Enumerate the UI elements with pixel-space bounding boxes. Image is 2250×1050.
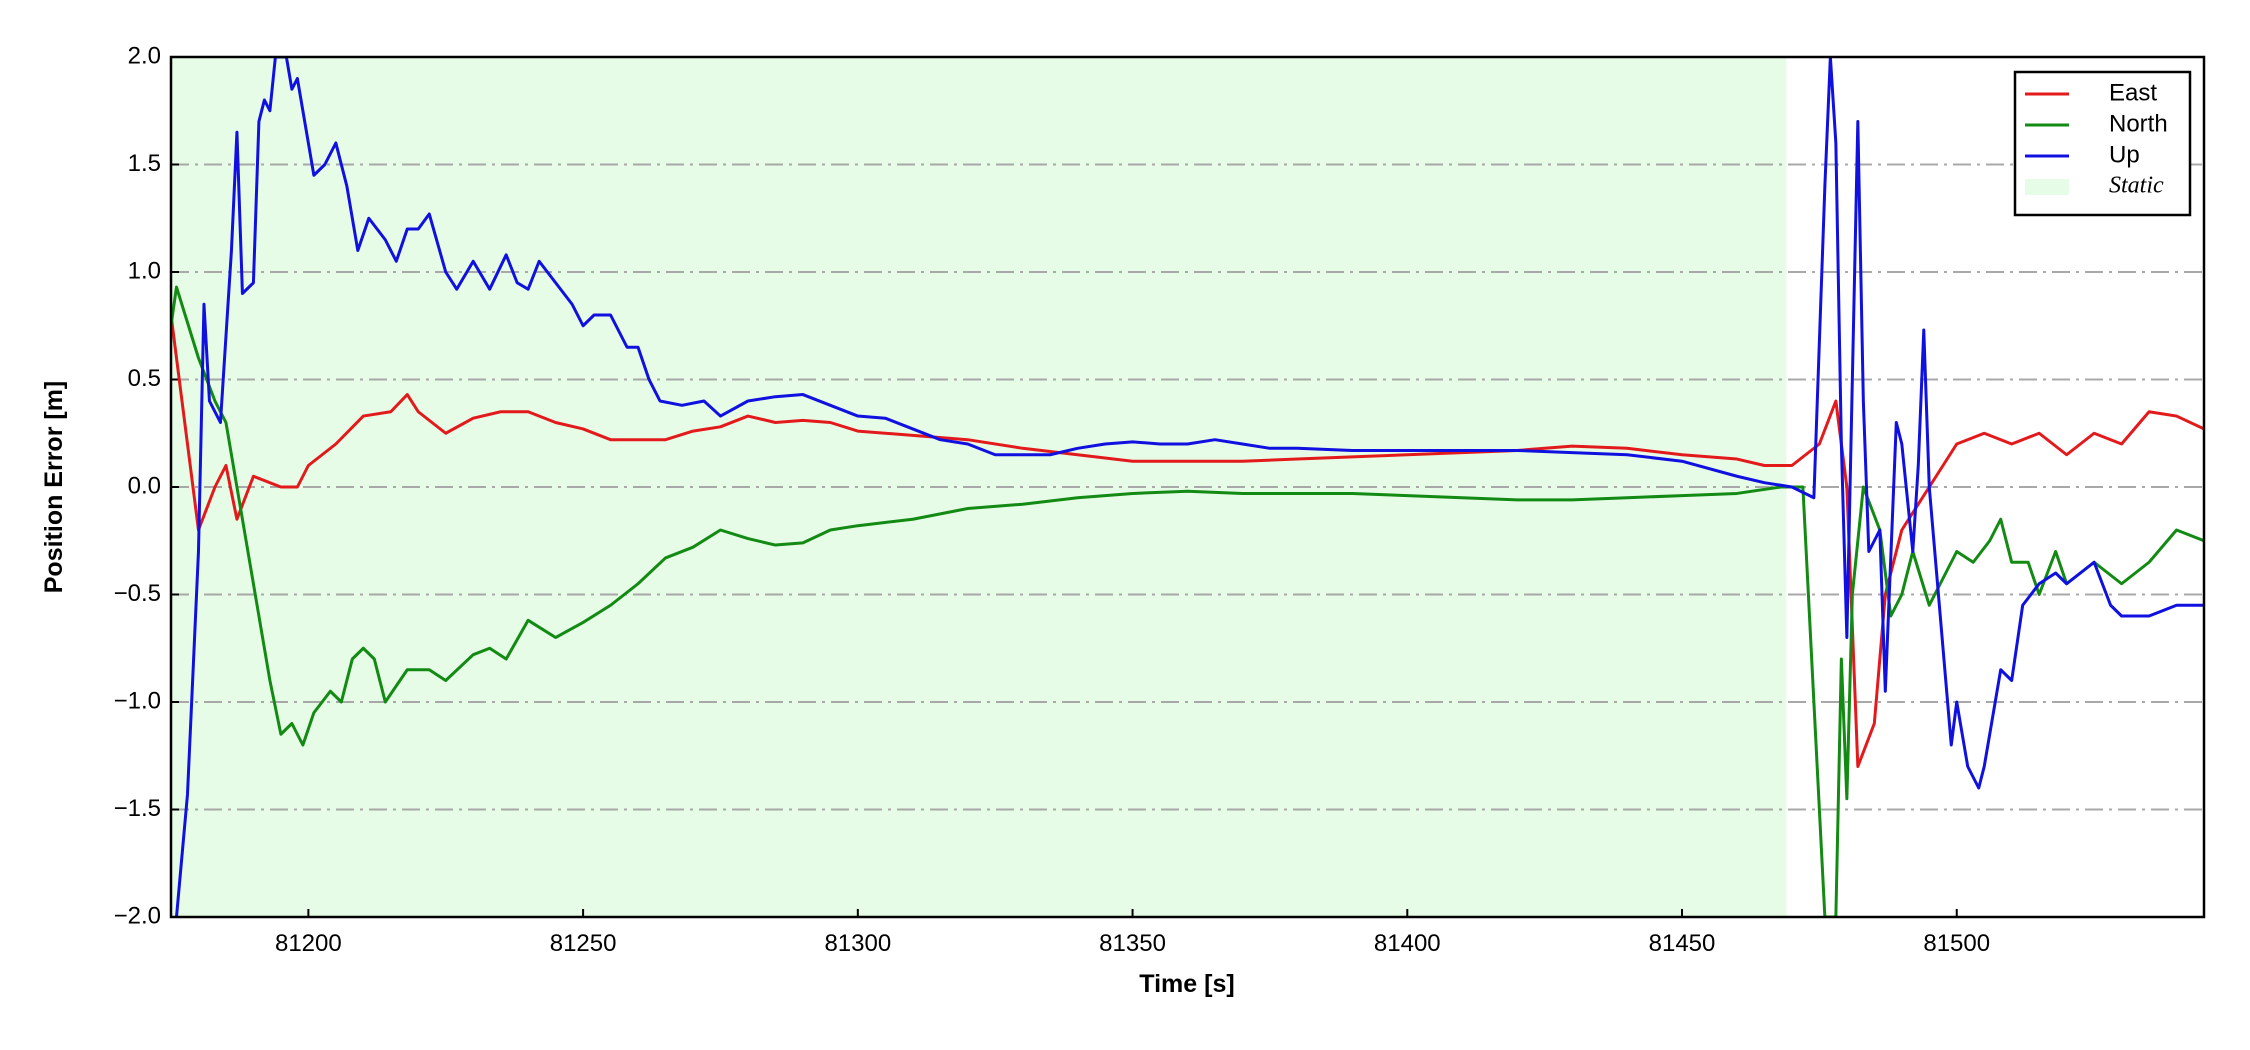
- plot-frame: [169, 55, 2206, 919]
- x-tick-label: 81350: [1099, 930, 1166, 957]
- legend-label: Static: [2109, 173, 2164, 199]
- y-tick-label: 1.5: [128, 150, 161, 177]
- legend-label: North: [2109, 110, 2168, 137]
- x-tick-label: 81400: [1374, 930, 1441, 957]
- y-tick-label: 0.5: [128, 365, 161, 392]
- y-tick-label: −1.0: [114, 687, 161, 714]
- legend-swatch: [2025, 179, 2069, 195]
- y-tick-label: 0.0: [128, 472, 161, 499]
- x-tick-label: 81250: [550, 930, 617, 957]
- y-tick-label: −0.5: [114, 580, 161, 607]
- y-tick-label: 2.0: [128, 42, 161, 69]
- legend-label: Up: [2109, 141, 2140, 168]
- x-axis-label: Time [s]: [1139, 970, 1234, 998]
- y-tick-label: 1.0: [128, 257, 161, 284]
- x-tick-label: 81200: [275, 930, 342, 957]
- data-line: [174, 57, 2204, 917]
- data-line: [171, 314, 2204, 768]
- y-axis-label: Position Error [m]: [40, 381, 68, 594]
- x-tick-label: 81450: [1649, 930, 1716, 957]
- y-tick-label: −1.5: [114, 795, 161, 822]
- legend-label: East: [2109, 79, 2157, 106]
- data-line: [171, 285, 2204, 917]
- y-tick-label: −2.0: [114, 902, 161, 929]
- x-tick-label: 81500: [1923, 930, 1990, 957]
- x-tick-label: 81300: [824, 930, 891, 957]
